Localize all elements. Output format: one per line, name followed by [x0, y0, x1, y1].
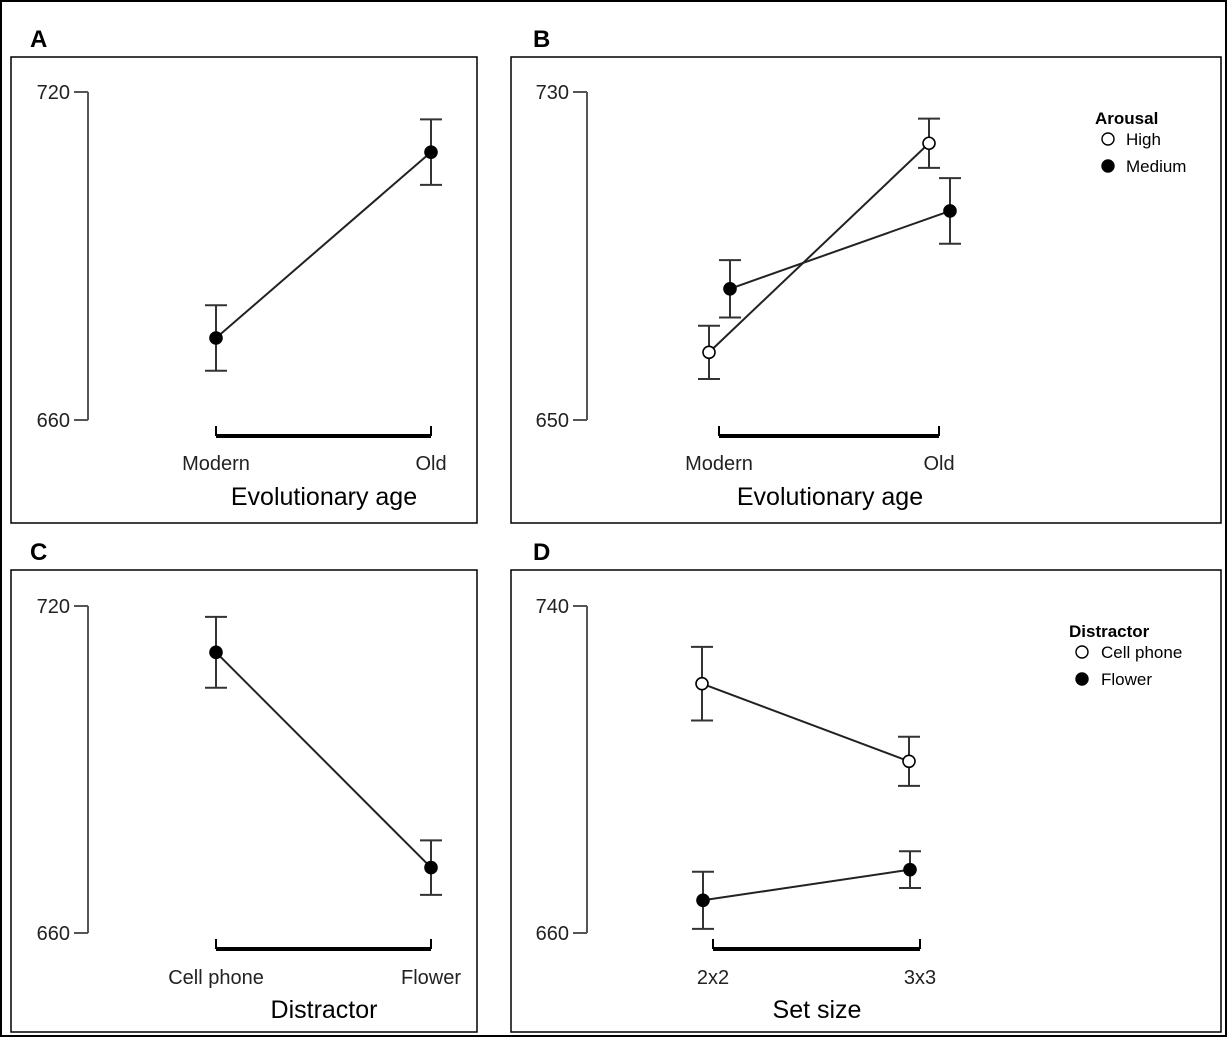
- data-point: [903, 862, 917, 877]
- x-axis-title: Evolutionary age: [737, 483, 923, 511]
- series-flower: [692, 850, 921, 930]
- panel-d: D 660 740 2x2 3x3 Set size Distractor Cell phon…: [510, 539, 1222, 1033]
- y-tick-label: 660: [37, 410, 70, 432]
- series-high: [698, 117, 940, 380]
- y-tick-label: 730: [536, 82, 569, 104]
- panel-letter: A: [30, 26, 47, 53]
- x-tick-label: Cell phone: [168, 967, 264, 989]
- x-axis-title: Evolutionary age: [231, 483, 417, 511]
- legend-label: Cell phone: [1101, 643, 1182, 662]
- x-tick-label: Old: [923, 453, 954, 475]
- series-cell-phone: [691, 645, 920, 787]
- data-point: [424, 145, 438, 159]
- data-point: [902, 754, 916, 769]
- data-point: [209, 331, 223, 345]
- legend-label: High: [1126, 130, 1161, 149]
- legend-label: Flower: [1101, 670, 1152, 689]
- data-point: [424, 860, 438, 875]
- series-line: [702, 868, 911, 902]
- legend-title: Arousal: [1095, 109, 1158, 128]
- panel-frame: [10, 569, 478, 1033]
- series-line: [708, 142, 930, 354]
- data-point: [209, 645, 223, 660]
- data-point: [943, 204, 957, 218]
- legend: Arousal High Medium: [1095, 109, 1186, 176]
- y-tick-label: 660: [37, 923, 70, 945]
- x-tick-label: Modern: [685, 453, 753, 475]
- panel-letter: C: [30, 539, 47, 566]
- x-axis-title: Set size: [773, 996, 862, 1024]
- series-line: [701, 682, 910, 763]
- legend-title: Distractor: [1069, 622, 1150, 641]
- legend-marker: [1075, 645, 1089, 659]
- x-tick-label: 3x3: [904, 967, 936, 989]
- series-line: [215, 651, 432, 869]
- panel-frame: [10, 56, 478, 524]
- y-tick-label: 740: [536, 596, 569, 618]
- data-point: [922, 136, 936, 151]
- x-tick-label: 2x2: [697, 967, 729, 989]
- legend-label: Medium: [1126, 157, 1186, 176]
- series-main: [205, 118, 442, 372]
- x-axis-title: Distractor: [271, 996, 378, 1024]
- panel-letter: D: [533, 539, 550, 566]
- data-point: [723, 281, 737, 296]
- legend-marker: [1075, 672, 1089, 686]
- x-tick-label: Old: [415, 453, 446, 475]
- legend: Distractor Cell phone Flower: [1069, 622, 1182, 689]
- legend-marker: [1101, 132, 1115, 146]
- data-point: [695, 676, 709, 691]
- series-line: [729, 209, 951, 290]
- panel-frame: [510, 56, 1222, 524]
- data-point: [702, 345, 716, 360]
- panel-c: C 660 720 Cell phone Flower Distractor: [10, 539, 478, 1033]
- x-tick-label: Flower: [401, 967, 461, 989]
- series-line: [215, 151, 432, 339]
- data-point: [696, 893, 710, 908]
- legend-marker: [1101, 159, 1115, 173]
- y-tick-label: 660: [536, 923, 569, 945]
- panel-frame: [510, 569, 1222, 1033]
- series-medium: [719, 177, 961, 319]
- y-tick-label: 720: [37, 596, 70, 618]
- panel-letter: B: [533, 26, 550, 53]
- y-tick-label: 720: [37, 82, 70, 104]
- y-tick-label: 650: [536, 410, 569, 432]
- x-tick-label: Modern: [182, 453, 250, 475]
- series-main: [205, 615, 442, 896]
- panel-a: A 660 720 Modern Old Evolutionary age: [10, 26, 478, 524]
